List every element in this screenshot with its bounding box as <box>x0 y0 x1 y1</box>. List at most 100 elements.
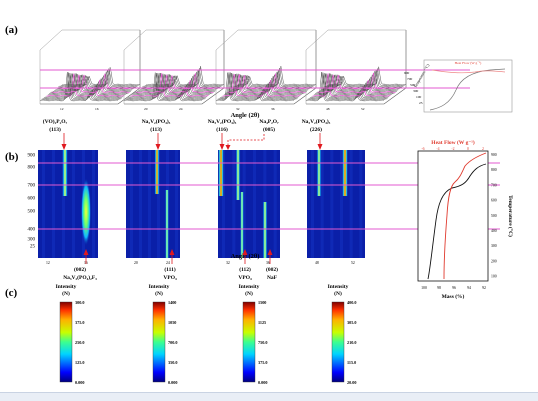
phase-marker-arrow <box>267 249 273 255</box>
waterfall-xtick: 48 <box>326 107 330 111</box>
phase-name: Na₃V₂(PO₄)₂F₃ <box>63 274 97 281</box>
temperature-tick-right: 700 <box>491 183 497 187</box>
top-phase-labels: (VO)₂P₂O₇(113) Na₃V₂(PO₄)₃(113) Na₃V₂(PO₄)… <box>43 118 331 150</box>
waterfall-trace <box>42 72 121 100</box>
colorbar-tick: 300.0 <box>75 300 84 305</box>
colorbar-tick: 375.0 <box>75 320 84 325</box>
waterfall-trace <box>125 73 204 101</box>
phase-name: Na₃V₂(PO₄)₃ <box>302 118 331 125</box>
inset-hf-curve <box>431 69 506 74</box>
temperature-axis-label: Temperature (°C) <box>507 195 514 237</box>
phase-marker-arrow <box>83 249 89 255</box>
bottom-phase-labels: (002)Na₃V₂(PO₄)₂F₃(111)VPO₄(112)VPO₄(002… <box>63 249 278 281</box>
temperature-tick-left: 700 <box>28 184 36 189</box>
map-peak-stripe <box>262 202 268 258</box>
phase-hkl: (116) <box>216 126 228 133</box>
temperature-tick-left: 600 <box>28 197 36 202</box>
map-texture <box>52 150 55 258</box>
waterfall-trace <box>127 73 206 99</box>
waterfall-trace <box>134 74 213 94</box>
map-texture <box>320 150 324 258</box>
waterfall-trace <box>52 74 131 92</box>
map-texture <box>349 150 353 258</box>
waterfall-trace <box>146 66 225 86</box>
mass-tick: 94 <box>467 286 471 290</box>
waterfall-temp-tick: 25 <box>419 101 423 105</box>
waterfall-trace <box>55 74 134 90</box>
map-peak-blob <box>81 178 91 246</box>
phase-marker-arrow <box>219 144 225 150</box>
map-texture <box>311 150 314 258</box>
colorbar-title: Intensity <box>56 284 77 290</box>
waterfall-trace <box>143 70 222 88</box>
phase-label-bottom-4: (002) NaF <box>266 249 278 281</box>
waterfall-frame <box>40 30 141 105</box>
phase-label-top-2: Na₃V₂(PO₄)₃(113) <box>142 118 171 150</box>
colorbar-legend: Intensity(N)300.0375.0250.0125.00.000Int… <box>56 284 357 385</box>
map-peak-stripe <box>218 150 224 196</box>
phase-name: VPO₄ <box>238 275 252 281</box>
waterfall-trace <box>328 66 407 86</box>
mass-tick: 96 <box>452 286 456 290</box>
waterfall-trace <box>62 67 141 86</box>
map-texture <box>62 150 65 258</box>
map-background <box>218 150 280 258</box>
map-xtick: 48 <box>315 261 319 265</box>
waterfall-xtick: 16 <box>95 107 99 111</box>
waterfall-xtick: 12 <box>60 107 64 111</box>
panel-label-c: (c) <box>5 287 18 299</box>
phase-label-bottom-1: (002)Na₃V₂(PO₄)₂F₃ <box>63 249 97 281</box>
waterfall-trace <box>43 73 122 99</box>
phase-hkl: (002) <box>266 266 278 273</box>
phase-label-top-1: (VO)₂P₂O₇(113) <box>43 118 68 150</box>
phase-marker-arrow <box>242 249 248 255</box>
colorbar-tick: 1400 <box>168 300 176 305</box>
angle-label-top: Angle (2θ) <box>231 112 260 119</box>
colorbar-4: Intensity(N) 400.0 305.0 210.0 115.0 20.00 <box>328 284 357 385</box>
colorbar-tick: 0.000 <box>168 380 177 385</box>
temperature-tick-left: 400 <box>28 228 36 233</box>
figure: (a) (b) (c) 12 16 20 24 32 36 48 52900700500300… <box>5 24 514 385</box>
map-peak-stripe <box>240 192 244 258</box>
waterfall-trace <box>39 72 119 102</box>
temperature-tick-right: 200 <box>491 259 497 263</box>
heat-flow-curve <box>443 152 487 280</box>
waterfall-trace <box>49 73 128 95</box>
map-texture <box>359 150 363 258</box>
inset-tga-curve <box>429 68 506 111</box>
thermal-frame <box>417 150 489 282</box>
inset-heat-flow-label: Heat Flow (W g⁻¹) <box>455 61 482 65</box>
temperature-tick-right: 600 <box>491 199 497 203</box>
panel-label-b: (b) <box>5 151 19 163</box>
waterfall-trace <box>133 74 212 95</box>
map-texture <box>273 150 277 258</box>
colorbar-tick: 0.000 <box>258 380 267 385</box>
colorbar-gradient <box>152 301 166 383</box>
waterfall-trace <box>135 74 214 93</box>
phase-hkl: (111) <box>164 266 175 273</box>
map-texture <box>157 150 160 258</box>
map-xtick: 12 <box>46 261 50 265</box>
colorbar-title: Intensity <box>239 284 260 290</box>
waterfall-temp-tick: 300 <box>413 89 419 93</box>
phase-hkl: (002) <box>74 266 86 273</box>
waterfall-xtick: 24 <box>179 107 183 111</box>
waterfall-temp-tick: 700 <box>407 77 413 81</box>
map-texture <box>148 150 151 258</box>
waterfall-xtick: 32 <box>236 107 240 111</box>
colorbar-gradient <box>331 301 345 383</box>
temperature-tick-right: 100 <box>491 275 497 279</box>
bottom-scroll-strip <box>0 392 538 401</box>
colorbar-title: Intensity <box>328 284 349 290</box>
waterfall-trace <box>144 68 223 87</box>
waterfall-xtick: 36 <box>271 107 275 111</box>
waterfall-trace <box>58 71 137 88</box>
waterfall-trace <box>238 66 317 86</box>
map-xtick: 52 <box>351 261 355 265</box>
map-texture <box>340 150 343 258</box>
waterfall-trace <box>142 71 221 88</box>
heat-flow-tick: -4 <box>436 147 439 151</box>
phase-marker-line <box>227 134 265 148</box>
colorbar-gradient <box>59 301 73 383</box>
